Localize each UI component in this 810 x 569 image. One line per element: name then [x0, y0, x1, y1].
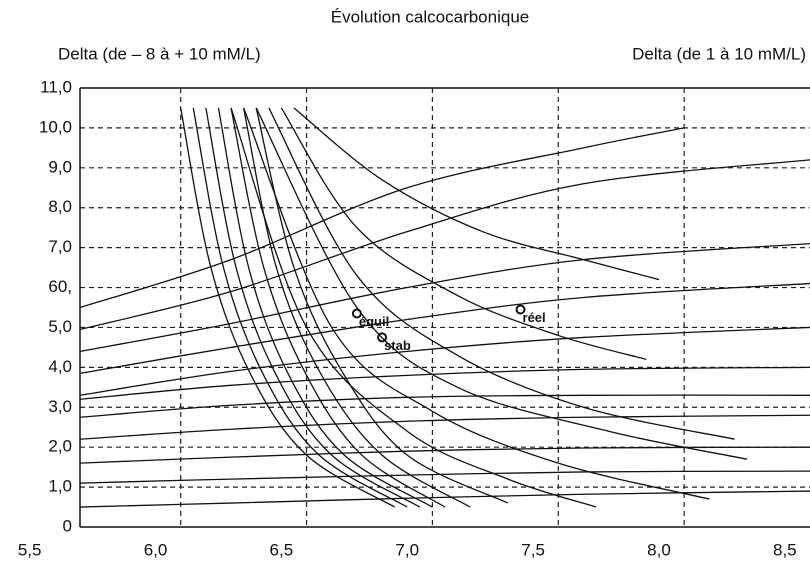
curve	[79, 282, 810, 374]
curve	[79, 366, 810, 400]
point-label: stab	[384, 338, 411, 353]
curve	[242, 107, 471, 508]
point-label: équil	[359, 314, 389, 329]
chart-title: Évolution calcocarbonique	[331, 7, 529, 26]
y-tick-label: 7,0	[48, 237, 72, 256]
curve	[79, 326, 810, 396]
curve	[205, 107, 421, 508]
curve	[217, 107, 433, 508]
curve	[255, 107, 509, 504]
curve	[79, 127, 685, 309]
curve	[79, 242, 810, 353]
curve	[268, 107, 735, 440]
point-marker	[377, 332, 388, 343]
curve	[79, 446, 810, 464]
y-tick-label: 5,0	[48, 317, 72, 336]
x-tick-label: 6,0	[144, 540, 168, 559]
y-tick-label: 11,0	[40, 77, 72, 96]
y-tick-label: 8,0	[48, 197, 72, 216]
x-tick-label: 8,0	[647, 540, 671, 559]
curve	[79, 414, 810, 440]
curve	[230, 107, 597, 508]
curve	[79, 490, 810, 508]
curve	[243, 107, 710, 500]
y-tick-label: 4,0	[48, 357, 72, 376]
y-tick-label: 3,0	[48, 397, 72, 416]
x-tick-label: 7,0	[395, 540, 419, 559]
x-tick-label: 8,5	[773, 540, 797, 559]
right-axis-label: Delta (de 1 à 10 mM/L)	[632, 44, 806, 63]
y-tick-label: 9,0	[48, 157, 72, 176]
curve	[79, 159, 810, 331]
y-tick-label: 1,0	[48, 477, 72, 496]
point-marker	[351, 308, 362, 319]
curve	[280, 107, 647, 361]
x-tick-label: 5,5	[18, 540, 42, 559]
y-tick-label: 10,0	[39, 117, 72, 136]
y-tick-label: 2,0	[48, 437, 72, 456]
y-tick-label: 0	[63, 516, 72, 535]
left-axis-label: Delta (de – 8 à + 10 mM/L)	[58, 44, 261, 63]
curve	[192, 107, 408, 508]
curve	[79, 394, 810, 418]
curve	[79, 470, 810, 484]
x-tick-label: 7,5	[521, 540, 545, 559]
x-tick-label: 6,5	[270, 540, 294, 559]
curve	[255, 107, 748, 460]
point-marker	[515, 304, 526, 315]
curve	[230, 107, 446, 508]
point-label: réel	[523, 310, 546, 325]
curve	[180, 107, 395, 508]
y-tick-label: 60,	[48, 277, 72, 296]
curve	[293, 107, 660, 281]
